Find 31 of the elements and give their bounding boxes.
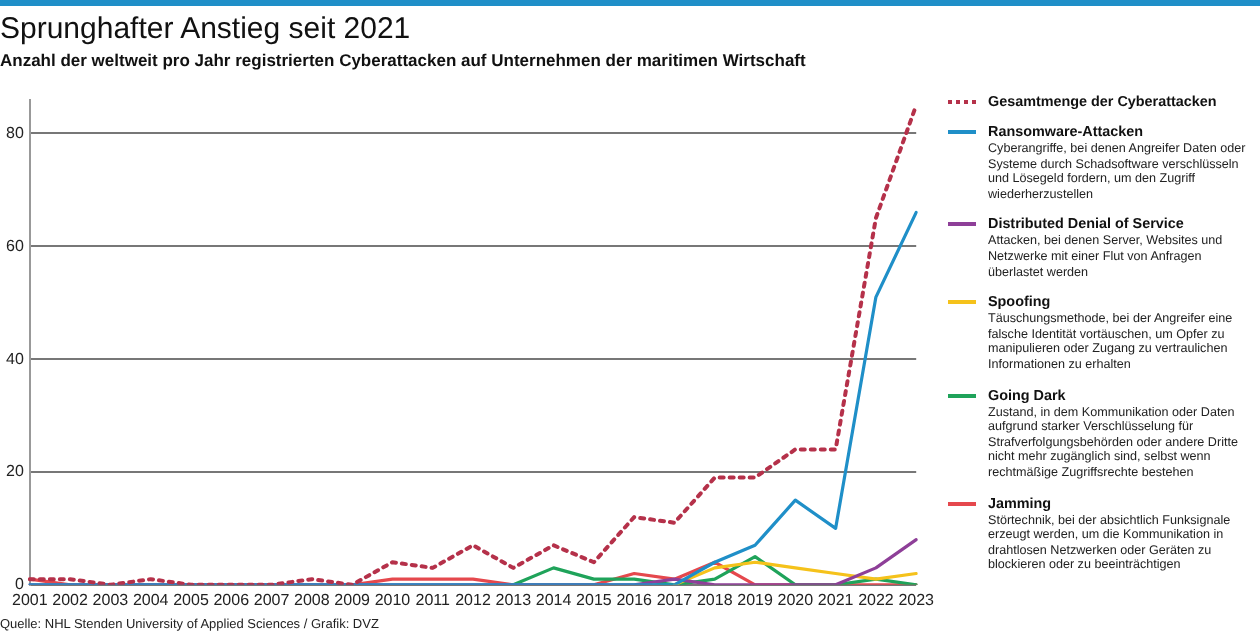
x-tick-label: 2015 — [576, 590, 613, 609]
x-tick-label: 2003 — [92, 590, 130, 609]
x-tick-label: 2010 — [374, 590, 412, 609]
x-tick-label: 2002 — [52, 590, 89, 609]
x-tick-label: 2004 — [132, 590, 170, 609]
line-series — [27, 103, 919, 585]
x-tick-label: 2005 — [173, 590, 210, 609]
x-tick-label: 2016 — [616, 590, 654, 609]
x-tick-label: 2006 — [213, 590, 251, 609]
x-tick-label: 2022 — [858, 590, 895, 609]
x-tick-label: 2021 — [817, 590, 855, 609]
x-tick-label: 2012 — [455, 590, 492, 609]
x-tick-label: 2007 — [253, 590, 291, 609]
x-tick-label: 2011 — [415, 590, 452, 609]
x-tick-label: 2017 — [656, 590, 694, 609]
x-tick-label: 2020 — [777, 590, 815, 609]
x-tick-label: 2014 — [535, 590, 573, 609]
x-tick-label: 2013 — [495, 590, 533, 609]
y-tick-label: 40 — [5, 349, 25, 368]
chart-subtitle: Anzahl der weltweit pro Jahr registrierten Cyberattacken auf Unternehmen der maritimen Wirtschaft — [0, 50, 806, 70]
x-tick-label: 2018 — [696, 590, 734, 609]
y-tick-label: 80 — [5, 123, 25, 142]
x-tick-label: 2019 — [737, 590, 774, 609]
y-tick-label: 60 — [5, 236, 25, 255]
x-tick-label: 2001 — [12, 590, 49, 609]
x-tick-label: 2023 — [898, 590, 936, 609]
x-tick-label: 2008 — [294, 590, 331, 609]
y-tick-label: 0 — [14, 575, 25, 594]
x-tick-label: 2009 — [334, 590, 372, 609]
y-tick-label: 20 — [5, 462, 25, 481]
chart-title: Sprunghafter Anstieg seit 2021 — [0, 12, 411, 46]
